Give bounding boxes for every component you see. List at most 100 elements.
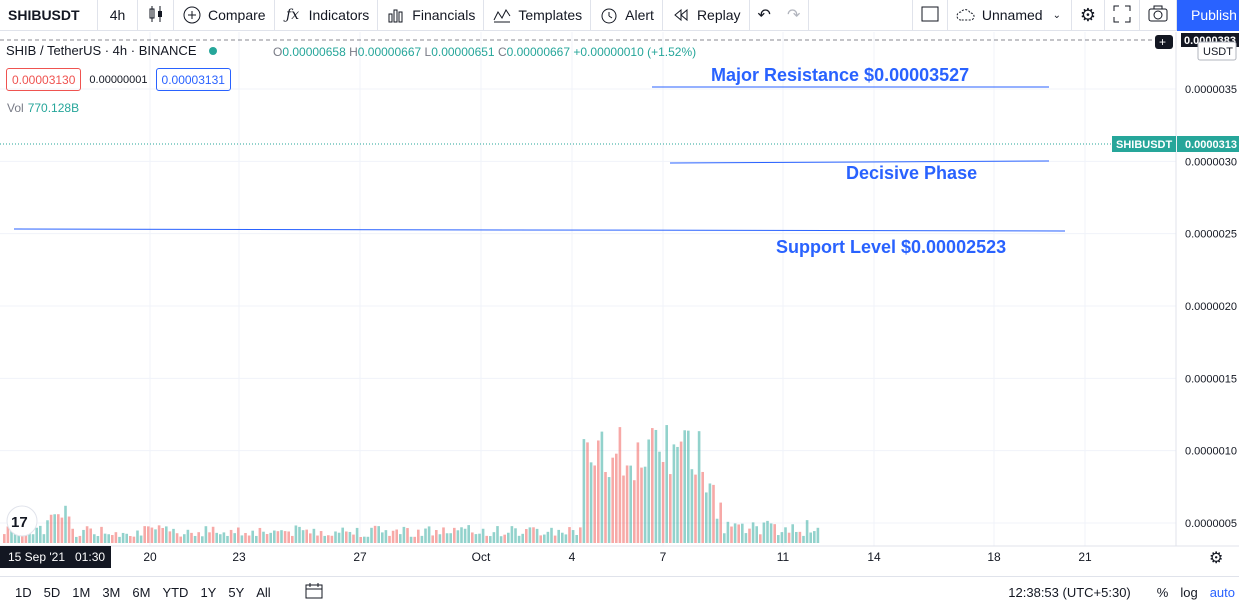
symbol-search-button[interactable]: SHIBUSDT	[0, 0, 98, 31]
price-tick-label: 0.0000035	[1185, 84, 1237, 96]
volume-bar	[251, 530, 254, 543]
volume-bar	[309, 533, 312, 543]
symbol-legend: SHIB / TetherUS · 4h · BINANCE	[6, 43, 217, 58]
auto-toggle[interactable]: auto	[1209, 584, 1235, 600]
open-value: 0.00000658	[282, 45, 346, 59]
volume-bar	[168, 531, 172, 543]
volume-bar	[60, 517, 64, 543]
volume-bar	[298, 526, 301, 543]
range-button-ytd[interactable]: YTD	[162, 584, 189, 600]
volume-bar	[625, 465, 629, 543]
time-tick-label: 14	[867, 550, 881, 564]
tradingview-logo[interactable]: 17	[6, 505, 38, 537]
price-chart[interactable]: Major Resistance $0.00003527 Decisive Ph…	[0, 32, 1239, 572]
volume-bar	[143, 526, 146, 543]
volume-bar	[471, 532, 474, 543]
range-button-5y[interactable]: 5Y	[228, 584, 245, 600]
volume-bar	[762, 522, 766, 543]
redo-button[interactable]: ↷	[779, 0, 810, 31]
add-alert-button[interactable]: +	[1155, 35, 1173, 49]
volume-bar	[201, 536, 204, 543]
volume-bar	[636, 442, 640, 543]
chart-type-button[interactable]	[138, 0, 174, 31]
currency-button[interactable]	[1197, 41, 1237, 61]
resistance-annotation[interactable]: Major Resistance $0.00003527	[711, 65, 969, 85]
undo-button[interactable]: ↶	[750, 0, 779, 31]
volume-bar	[550, 527, 553, 543]
volume-label: Vol	[7, 101, 24, 115]
alert-button[interactable]: Alert	[591, 0, 663, 31]
range-button-all[interactable]: All	[256, 584, 271, 600]
compare-label: Compare	[208, 7, 266, 23]
price-axis[interactable]	[1176, 32, 1239, 546]
range-button-5d[interactable]: 5D	[43, 584, 61, 600]
symbol-tag-label: SHIBUSDT	[1116, 139, 1173, 151]
gear-icon[interactable]: ⚙	[1209, 550, 1223, 567]
layout-name-button[interactable]: Unnamed ⌄	[948, 0, 1072, 31]
volume-bar	[769, 523, 773, 543]
range-button-6m[interactable]: 6M	[132, 584, 151, 600]
decisive-annotation[interactable]: Decisive Phase	[846, 163, 977, 183]
replay-label: Replay	[696, 7, 741, 23]
volume-bar	[694, 474, 697, 543]
camera-icon	[1148, 5, 1168, 26]
volume-bar	[467, 525, 470, 543]
percent-toggle[interactable]: %	[1156, 584, 1169, 600]
volume-bar	[543, 534, 546, 543]
volume-value: 770.128B	[27, 101, 80, 115]
volume-bar	[190, 532, 193, 543]
volume-bar	[139, 535, 143, 543]
volume-bar	[805, 520, 809, 543]
snapshot-button[interactable]	[1140, 0, 1177, 31]
volume-bar	[600, 431, 604, 543]
fullscreen-button[interactable]	[1105, 0, 1140, 31]
volume-bar	[175, 533, 179, 543]
volume-bar	[759, 534, 762, 543]
settings-button[interactable]: ⚙	[1072, 0, 1105, 31]
volume-bar	[438, 534, 442, 543]
range-button-1d[interactable]: 1D	[15, 584, 32, 600]
volume-bar	[719, 502, 722, 543]
log-toggle[interactable]: log	[1180, 584, 1198, 600]
replay-button[interactable]: Replay	[663, 0, 750, 31]
sell-button[interactable]: 0.00003130	[6, 68, 82, 91]
volume-bar	[172, 528, 175, 543]
clock-label[interactable]: 12:38:53 (UTC+5:30)	[1008, 584, 1131, 600]
plus-icon: +	[1159, 35, 1166, 49]
range-button-1m[interactable]: 1M	[72, 584, 91, 600]
range-button-3m[interactable]: 3M	[102, 584, 121, 600]
volume-bar	[334, 531, 337, 543]
templates-button[interactable]: Templates	[484, 0, 592, 31]
volume-bar	[211, 526, 215, 543]
volume-bar	[233, 533, 236, 543]
volume-bar	[100, 526, 103, 543]
volume-bar	[611, 457, 614, 543]
volume-bar	[607, 477, 611, 543]
interval-button[interactable]: 4h	[98, 0, 138, 31]
range-button-1y[interactable]: 1Y	[200, 584, 217, 600]
volume-bar	[802, 535, 805, 543]
volume-bar	[280, 530, 283, 543]
volume-bar	[733, 523, 737, 543]
volume-bar	[406, 528, 409, 543]
volume-bar	[633, 480, 636, 543]
volume-bar	[366, 536, 370, 543]
templates-icon	[492, 5, 512, 25]
buy-button[interactable]: 0.00003131	[155, 68, 231, 91]
price-tick-label: 0.0000010	[1185, 446, 1237, 458]
volume-bar	[507, 532, 510, 543]
financials-button[interactable]: Financials	[378, 0, 485, 31]
publish-button[interactable]: Publish	[1177, 0, 1239, 31]
goto-date-button[interactable]	[305, 582, 323, 602]
indicators-button[interactable]: ƒx Indicators	[275, 0, 379, 31]
plus-circle-icon	[182, 5, 202, 25]
volume-bar	[42, 534, 46, 543]
cursor-time-label: 15 Sep '21 01:30	[8, 550, 105, 564]
support-annotation[interactable]: Support Level $0.00002523	[776, 237, 1006, 257]
volume-bar	[78, 535, 82, 543]
volume-bar	[813, 531, 816, 543]
compare-button[interactable]: Compare	[174, 0, 275, 31]
volume-bar	[247, 535, 251, 543]
volume-bar	[489, 536, 492, 543]
layout-toggle-button[interactable]	[911, 0, 948, 31]
